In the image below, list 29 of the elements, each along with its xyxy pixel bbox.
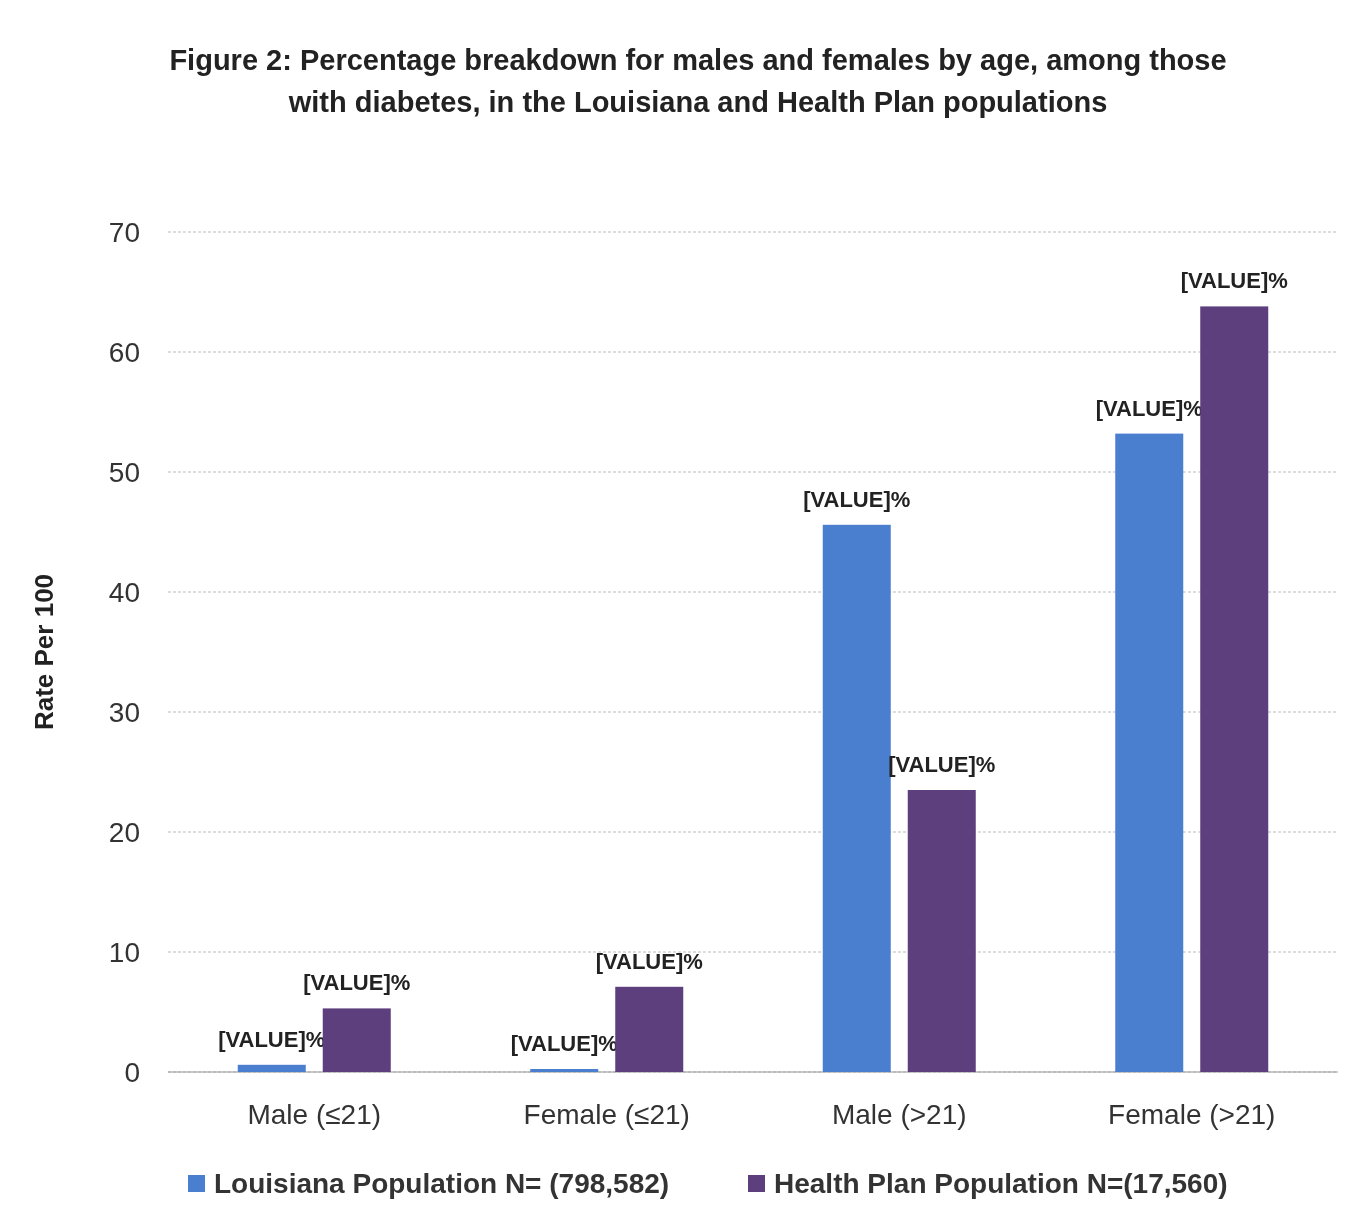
legend-label: Louisiana Population N= (798,582) [214, 1168, 670, 1199]
x-tick-label: Female (≤21) [523, 1099, 690, 1130]
y-tick-label: 0 [124, 1057, 140, 1088]
bar [907, 790, 976, 1072]
x-tick-label: Male (>21) [831, 1099, 967, 1130]
bar [1200, 306, 1269, 1072]
bar [615, 986, 684, 1072]
data-label: [VALUE]% [303, 970, 411, 996]
x-tick-label: Female (>21) [1108, 1099, 1276, 1130]
y-axis-title: Rate Per 100 [29, 573, 59, 731]
data-label: [VALUE]% [595, 948, 703, 974]
x-tick-label: Male (≤21) [247, 1099, 382, 1130]
y-tick-label: 60 [108, 337, 140, 368]
y-tick-label: 70 [108, 217, 140, 248]
y-tick-label: 50 [108, 457, 140, 488]
bar [822, 524, 891, 1072]
bar [1115, 433, 1184, 1072]
y-tick-label: 30 [108, 697, 140, 728]
y-tick-label: 10 [108, 937, 140, 968]
data-label: [VALUE]% [1180, 268, 1288, 294]
y-tick-label: 20 [108, 817, 140, 848]
data-label: [VALUE]% [218, 1026, 326, 1052]
legend-label: Health Plan Population N=(17,560) [774, 1168, 1228, 1199]
bar [237, 1064, 306, 1072]
bar [530, 1069, 599, 1072]
chart-title: Figure 2: Percentage breakdown for males and females by age, among those with diabetes, in the Louisiana and Health Plan populations [169, 44, 1227, 118]
y-tick-label: 40 [108, 577, 140, 608]
bar [322, 1008, 391, 1072]
data-label: [VALUE]% [803, 486, 911, 512]
